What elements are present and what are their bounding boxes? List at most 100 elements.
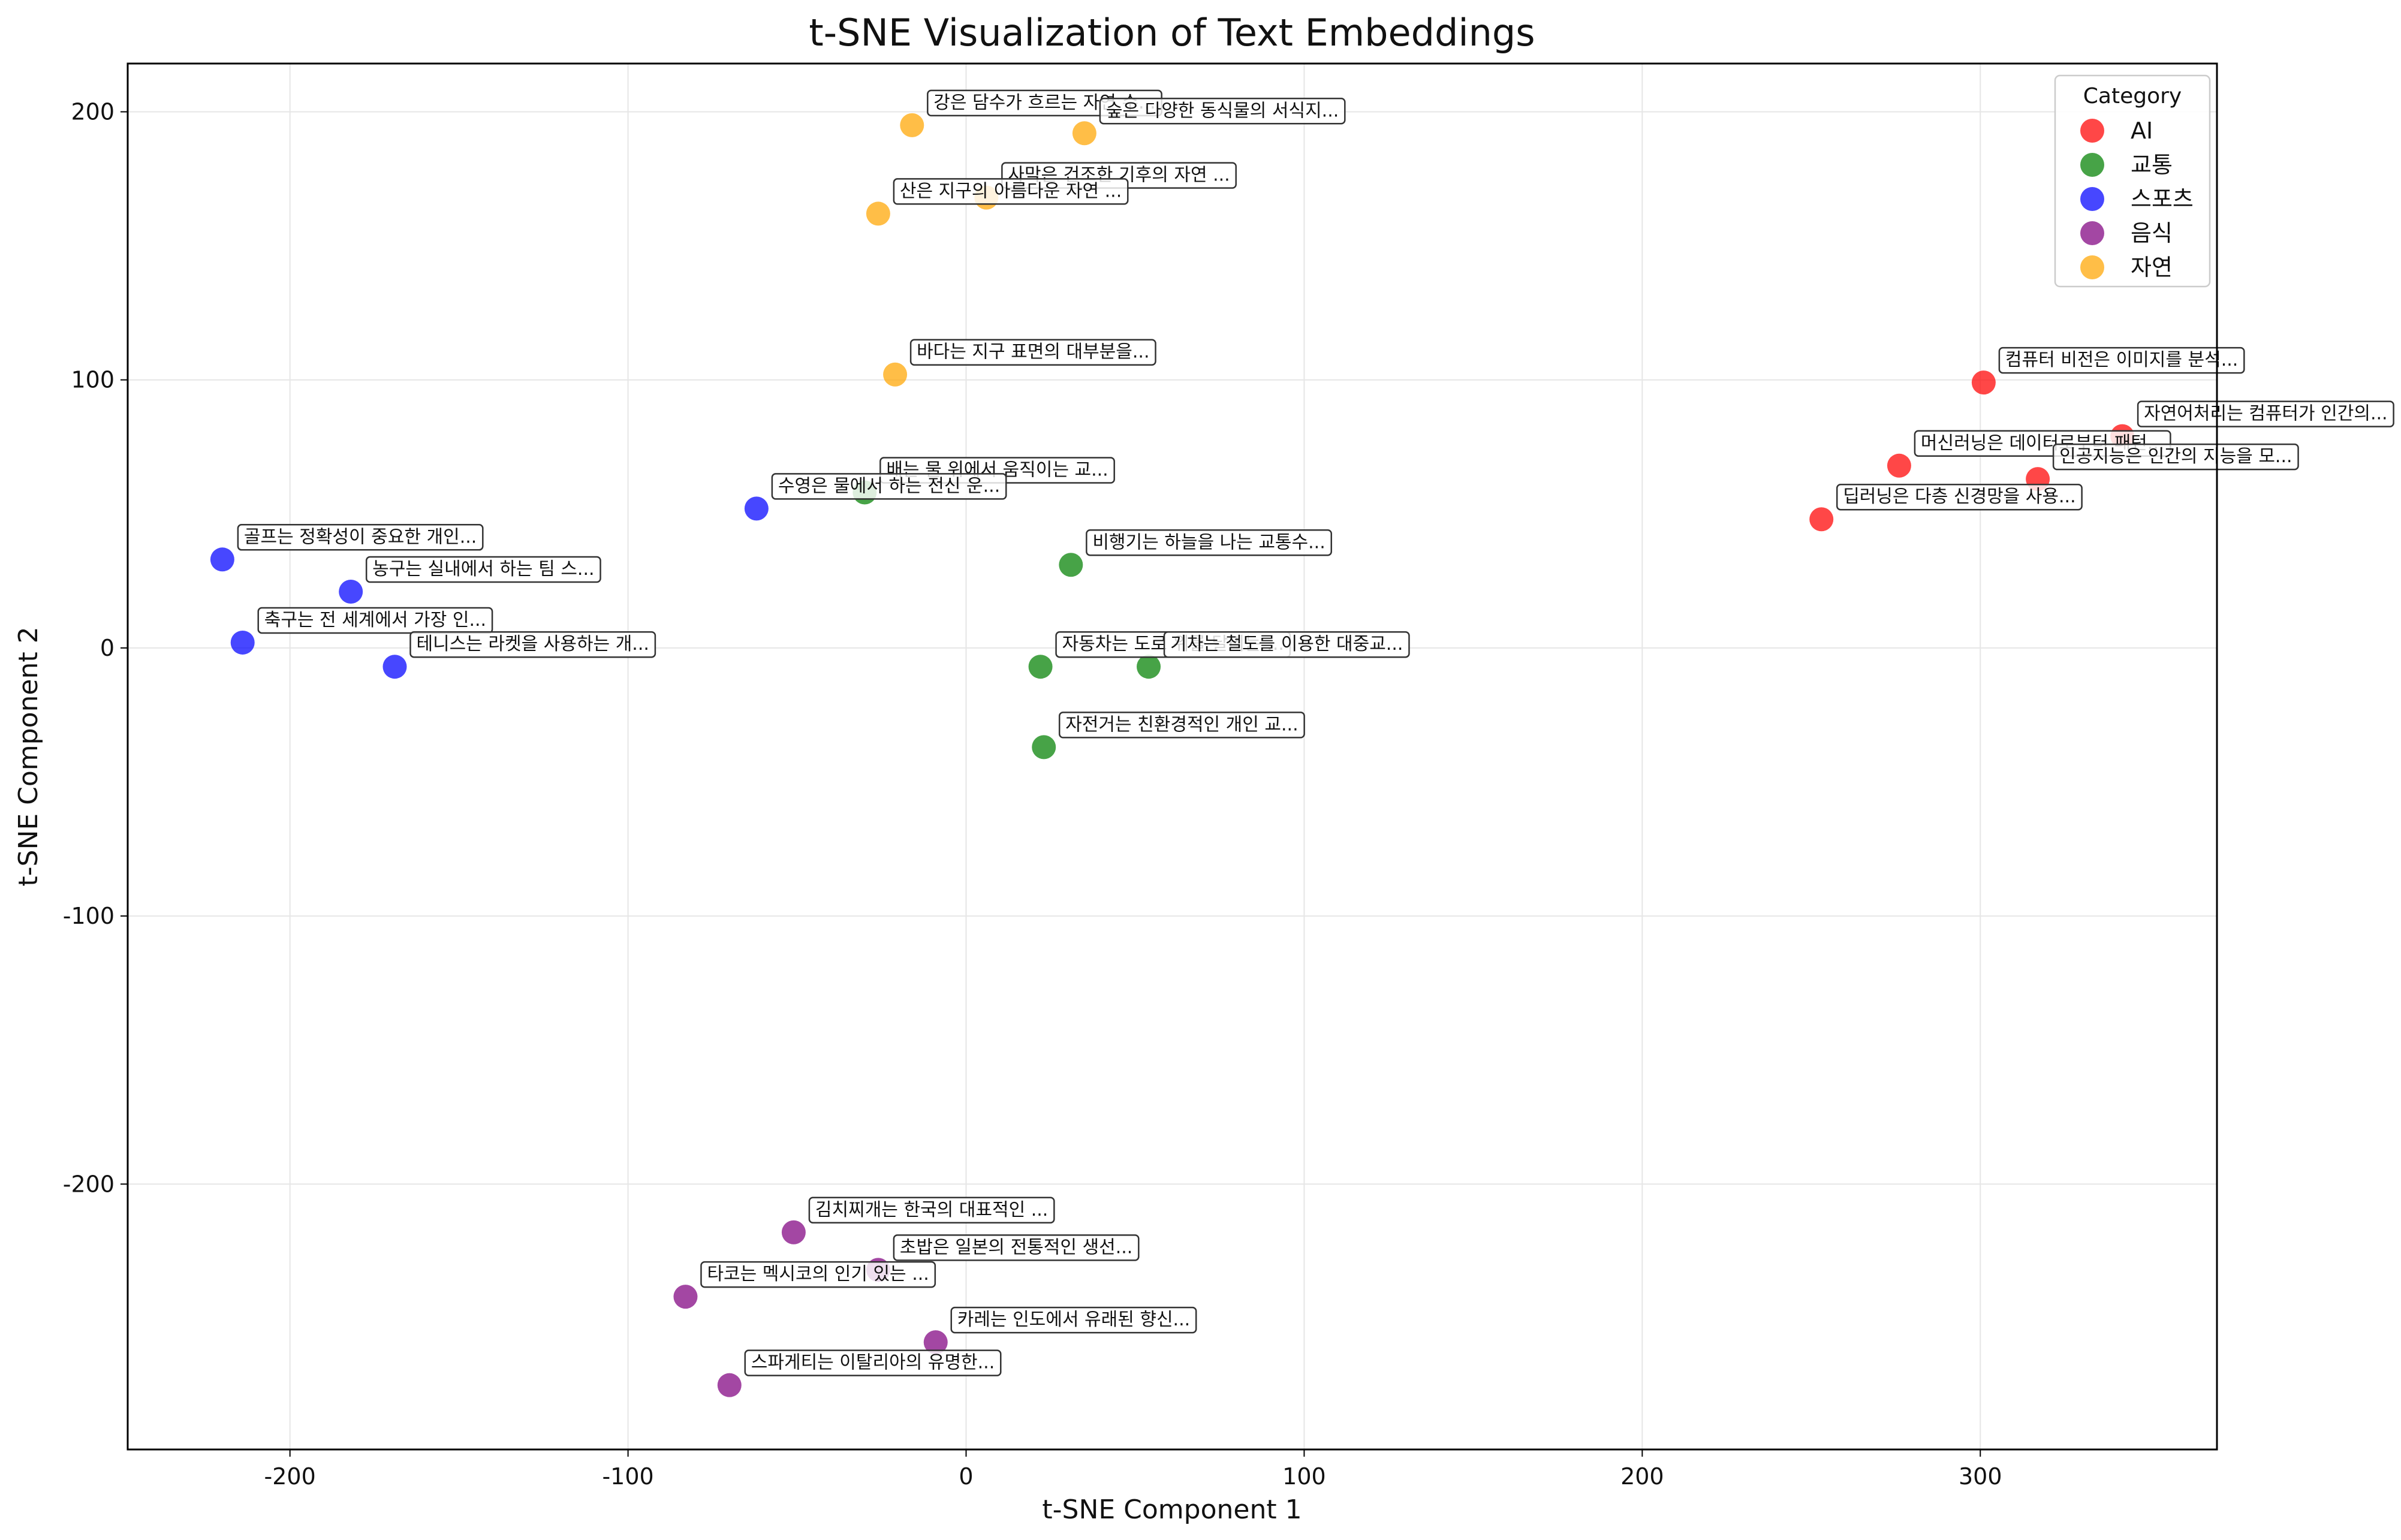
point-annotation: 수영은 물에서 하는 전신 운... bbox=[771, 473, 1007, 500]
scatter-point bbox=[900, 113, 924, 137]
point-annotation: 숲은 다양한 동식물의 서식지... bbox=[1099, 98, 1346, 125]
annotation-box bbox=[237, 524, 484, 551]
point-annotation: 테니스는 라켓을 사용하는 개... bbox=[409, 631, 656, 658]
annotation-box bbox=[744, 1349, 1002, 1376]
point-annotation: 김치찌개는 한국의 대표적인 ... bbox=[808, 1197, 1055, 1224]
annotation-label: 자전거는 친환경적인 개인 교... bbox=[1065, 714, 1298, 735]
annotation-box bbox=[2137, 400, 2394, 427]
x-tick-label: 200 bbox=[1620, 1463, 1664, 1490]
annotation-box bbox=[409, 631, 656, 658]
annotation-box bbox=[1058, 712, 1305, 739]
y-tick-label: 200 bbox=[71, 98, 115, 125]
scatter-point bbox=[1028, 655, 1053, 679]
legend-marker bbox=[2080, 153, 2104, 177]
y-tick-label: 0 bbox=[100, 635, 115, 661]
scatter-point bbox=[883, 362, 908, 387]
annotation-label: 딥러닝은 다층 신경망을 사용... bbox=[1843, 486, 2075, 507]
point-annotation: 비행기는 하늘을 나는 교통수... bbox=[1086, 529, 1332, 556]
point-annotation: 인공지능은 인간의 지능을 모... bbox=[2052, 443, 2299, 471]
scatter-point bbox=[1032, 735, 1056, 760]
legend-label: 음식 bbox=[2131, 220, 2173, 246]
legend-marker bbox=[2080, 187, 2104, 211]
x-tick-label: -200 bbox=[264, 1463, 316, 1490]
annotation-label: 농구는 실내에서 하는 팀 스... bbox=[372, 559, 594, 580]
y-tick-label: -200 bbox=[63, 1171, 115, 1197]
legend-label: 교통 bbox=[2131, 152, 2173, 178]
x-tick-label: 100 bbox=[1282, 1463, 1326, 1490]
point-annotations: 컴퓨터 비전은 이미지를 분석...자연어처리는 컴퓨터가 인간의...머신러닝… bbox=[237, 89, 2394, 1376]
x-tick-label: 300 bbox=[1959, 1463, 2002, 1490]
point-annotation: 축구는 전 세계에서 가장 인... bbox=[257, 607, 493, 634]
chart-title: t-SNE Visualization of Text Embeddings bbox=[809, 11, 1535, 55]
scatter-point bbox=[866, 201, 890, 226]
scatter-point bbox=[230, 630, 255, 655]
axis-ticks: -200 -100 0 100 200 300 -200 -100 0 100 200 bbox=[63, 98, 2002, 1490]
annotation-label: 김치찌개는 한국의 대표적인 ... bbox=[815, 1200, 1048, 1220]
legend-label: AI bbox=[2131, 117, 2153, 144]
point-annotation: 자연어처리는 컴퓨터가 인간의... bbox=[2137, 400, 2394, 427]
annotation-box bbox=[771, 473, 1007, 500]
annotation-box bbox=[1998, 346, 2245, 374]
annotation-box bbox=[893, 178, 1129, 205]
annotation-label: 테니스는 라켓을 사용하는 개... bbox=[416, 634, 649, 655]
annotation-box bbox=[1163, 631, 1410, 658]
legend-label: 자연 bbox=[2131, 254, 2173, 281]
scatter-point bbox=[673, 1285, 698, 1309]
annotation-label: 축구는 전 세계에서 가장 인... bbox=[264, 610, 486, 631]
legend-marker bbox=[2080, 255, 2104, 279]
scatter-point bbox=[1059, 553, 1083, 577]
annotation-box bbox=[365, 556, 601, 583]
annotation-label: 숲은 다양한 동식물의 서식지... bbox=[1106, 100, 1339, 121]
point-annotation: 기차는 철도를 이용한 대중교... bbox=[1163, 631, 1410, 658]
annotation-label: 골프는 정확성이 중요한 개인... bbox=[244, 526, 477, 547]
point-annotation: 바다는 지구 표면의 대부분을... bbox=[909, 339, 1156, 366]
annotation-label: 산은 지구의 아름다운 자연 ... bbox=[900, 180, 1122, 201]
y-tick-label: -100 bbox=[63, 903, 115, 929]
scatter-point bbox=[1809, 507, 1834, 532]
annotation-label: 초밥은 일본의 전통적인 생선... bbox=[900, 1237, 1132, 1258]
annotation-box bbox=[1099, 98, 1346, 125]
annotation-label: 스파게티는 이탈리아의 유명한... bbox=[751, 1352, 995, 1373]
scatter-point bbox=[1971, 370, 1996, 395]
scatter-point bbox=[1887, 453, 1911, 478]
annotation-box bbox=[808, 1197, 1055, 1224]
point-annotation: 타코는 멕시코의 인기 있는 ... bbox=[700, 1261, 936, 1288]
y-axis-label: t-SNE Component 2 bbox=[13, 626, 44, 886]
annotation-box bbox=[909, 339, 1156, 366]
point-annotation: 농구는 실내에서 하는 팀 스... bbox=[365, 556, 601, 583]
annotation-label: 비행기는 하늘을 나는 교통수... bbox=[1092, 532, 1325, 553]
point-annotation: 스파게티는 이탈리아의 유명한... bbox=[744, 1349, 1002, 1376]
point-annotation: 산은 지구의 아름다운 자연 ... bbox=[893, 178, 1129, 205]
annotation-box bbox=[1836, 483, 2083, 511]
annotation-label: 기차는 철도를 이용한 대중교... bbox=[1170, 634, 1403, 655]
scatter-point bbox=[382, 655, 407, 679]
x-tick-label: -100 bbox=[602, 1463, 653, 1490]
annotation-label: 카레는 인도에서 유래된 향신... bbox=[957, 1309, 1190, 1330]
annotation-box bbox=[893, 1234, 1140, 1261]
point-annotation: 골프는 정확성이 중요한 개인... bbox=[237, 524, 484, 551]
point-annotation: 자전거는 친환경적인 개인 교... bbox=[1058, 712, 1305, 739]
legend-title: Category bbox=[2083, 84, 2182, 109]
scatter-point bbox=[210, 547, 234, 572]
scatter-point bbox=[923, 1330, 948, 1355]
x-axis-label: t-SNE Component 1 bbox=[1042, 1494, 1302, 1525]
annotation-box bbox=[2052, 443, 2299, 471]
plot-frame bbox=[126, 62, 2218, 1451]
annotation-box bbox=[1086, 529, 1332, 556]
annotation-label: 타코는 멕시코의 인기 있는 ... bbox=[707, 1264, 929, 1285]
annotation-box bbox=[700, 1261, 936, 1288]
scatter-point bbox=[781, 1220, 806, 1244]
point-annotation: 컴퓨터 비전은 이미지를 분석... bbox=[1998, 346, 2245, 374]
annotation-box bbox=[950, 1306, 1197, 1334]
point-annotation: 카레는 인도에서 유래된 향신... bbox=[950, 1306, 1197, 1334]
annotation-label: 수영은 물에서 하는 전신 운... bbox=[778, 475, 1000, 496]
legend-marker bbox=[2080, 119, 2104, 143]
point-annotation: 초밥은 일본의 전통적인 생선... bbox=[893, 1234, 1140, 1261]
annotation-label: 바다는 지구 표면의 대부분을... bbox=[917, 342, 1149, 363]
scatter-point bbox=[717, 1373, 742, 1397]
annotation-box bbox=[257, 607, 493, 634]
scatter-point bbox=[1137, 655, 1161, 679]
legend-marker bbox=[2080, 221, 2104, 245]
